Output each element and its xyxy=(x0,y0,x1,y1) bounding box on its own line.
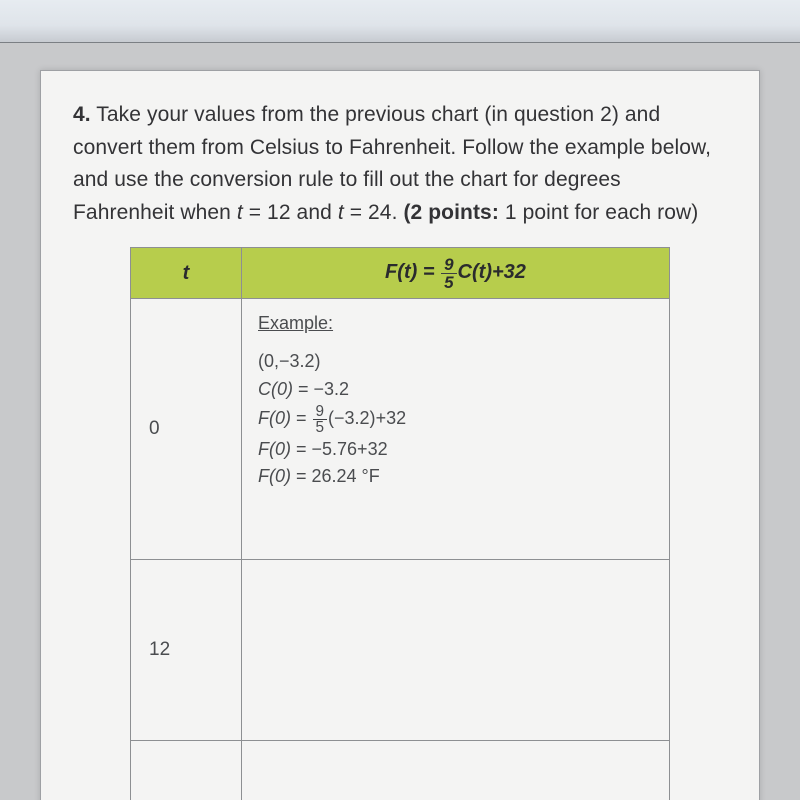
col-header-t-label: t xyxy=(183,262,190,284)
question-number: 4. xyxy=(73,103,91,126)
points-tail: 1 point for each row) xyxy=(499,201,698,224)
formula-plus32: +32 xyxy=(492,261,526,283)
formula-fraction: 9 5 xyxy=(441,256,456,291)
l2-rhs: −3.2 xyxy=(314,379,350,399)
viewport: 4. Take your values from the previous ch… xyxy=(0,0,800,800)
cell-t-12: 12 xyxy=(131,560,242,741)
prompt-var-t1: t xyxy=(237,201,243,224)
points-label: (2 points: xyxy=(403,201,499,224)
l3-tail: +32 xyxy=(376,408,407,428)
prompt-val-2: 24 xyxy=(368,201,392,224)
example-label: Example: xyxy=(258,313,653,334)
table-row: 24 xyxy=(131,741,670,800)
prompt-val-1: 12 xyxy=(267,201,291,224)
col-header-formula: F(t) = 9 5 C(t)+32 xyxy=(242,248,670,299)
l3-frac-n: 9 xyxy=(313,404,328,420)
frac-num: 9 xyxy=(441,256,456,274)
conversion-table-wrap: t F(t) = 9 5 C(t)+32 0 xyxy=(130,247,670,800)
question-prompt: 4. Take your values from the previous ch… xyxy=(73,99,727,229)
l2-lhs: C(0) xyxy=(258,379,293,399)
l3-lhs: F(0) xyxy=(258,408,291,428)
cell-f-12[interactable] xyxy=(242,560,670,741)
example-line-4: F(0) = −5.76+32 xyxy=(258,436,653,464)
l4-rhs: −5.76+32 xyxy=(312,439,388,459)
frac-den: 5 xyxy=(441,274,456,291)
window-chrome-top xyxy=(0,0,800,42)
formula-F: F xyxy=(385,261,397,283)
t-value-12: 12 xyxy=(149,639,170,660)
divider xyxy=(0,42,800,43)
l5-lhs: F(0) xyxy=(258,466,291,486)
cell-t-0: 0 xyxy=(131,299,242,560)
prompt-and: and xyxy=(291,201,338,224)
l4-lhs: F(0) xyxy=(258,439,291,459)
formula-c-arg: t xyxy=(479,261,486,283)
formula-C: C xyxy=(458,261,472,283)
prompt-var-t2: t xyxy=(338,201,344,224)
example-line-2: C(0) = −3.2 xyxy=(258,376,653,404)
example-line-5: F(0) = 26.24 °F xyxy=(258,463,653,491)
col-header-t: t xyxy=(131,248,242,299)
l3-frac: 9 5 xyxy=(313,404,328,436)
conversion-table: t F(t) = 9 5 C(t)+32 0 xyxy=(130,247,670,800)
l5-rhs: 26.24 °F xyxy=(312,466,380,486)
cell-t-24: 24 xyxy=(131,741,242,800)
l3-par: (−3.2) xyxy=(328,408,376,428)
worksheet-page: 4. Take your values from the previous ch… xyxy=(40,70,760,800)
example-line-3: F(0) = 9 5 (−3.2)+32 xyxy=(258,404,653,436)
example-line-1: (0,−3.2) xyxy=(258,348,653,376)
cell-f-24[interactable] xyxy=(242,741,670,800)
table-row: 0 Example: (0,−3.2) C(0) = −3.2 F(0) = 9 xyxy=(131,299,670,560)
l3-frac-d: 5 xyxy=(313,420,328,435)
formula-text: F(t) = 9 5 C(t)+32 xyxy=(385,261,526,283)
cell-f-0: Example: (0,−3.2) C(0) = −3.2 F(0) = 9 5… xyxy=(242,299,670,560)
table-header-row: t F(t) = 9 5 C(t)+32 xyxy=(131,248,670,299)
t-value-0: 0 xyxy=(149,418,160,439)
table-row: 12 xyxy=(131,560,670,741)
formula-arg-t: t xyxy=(404,261,411,283)
